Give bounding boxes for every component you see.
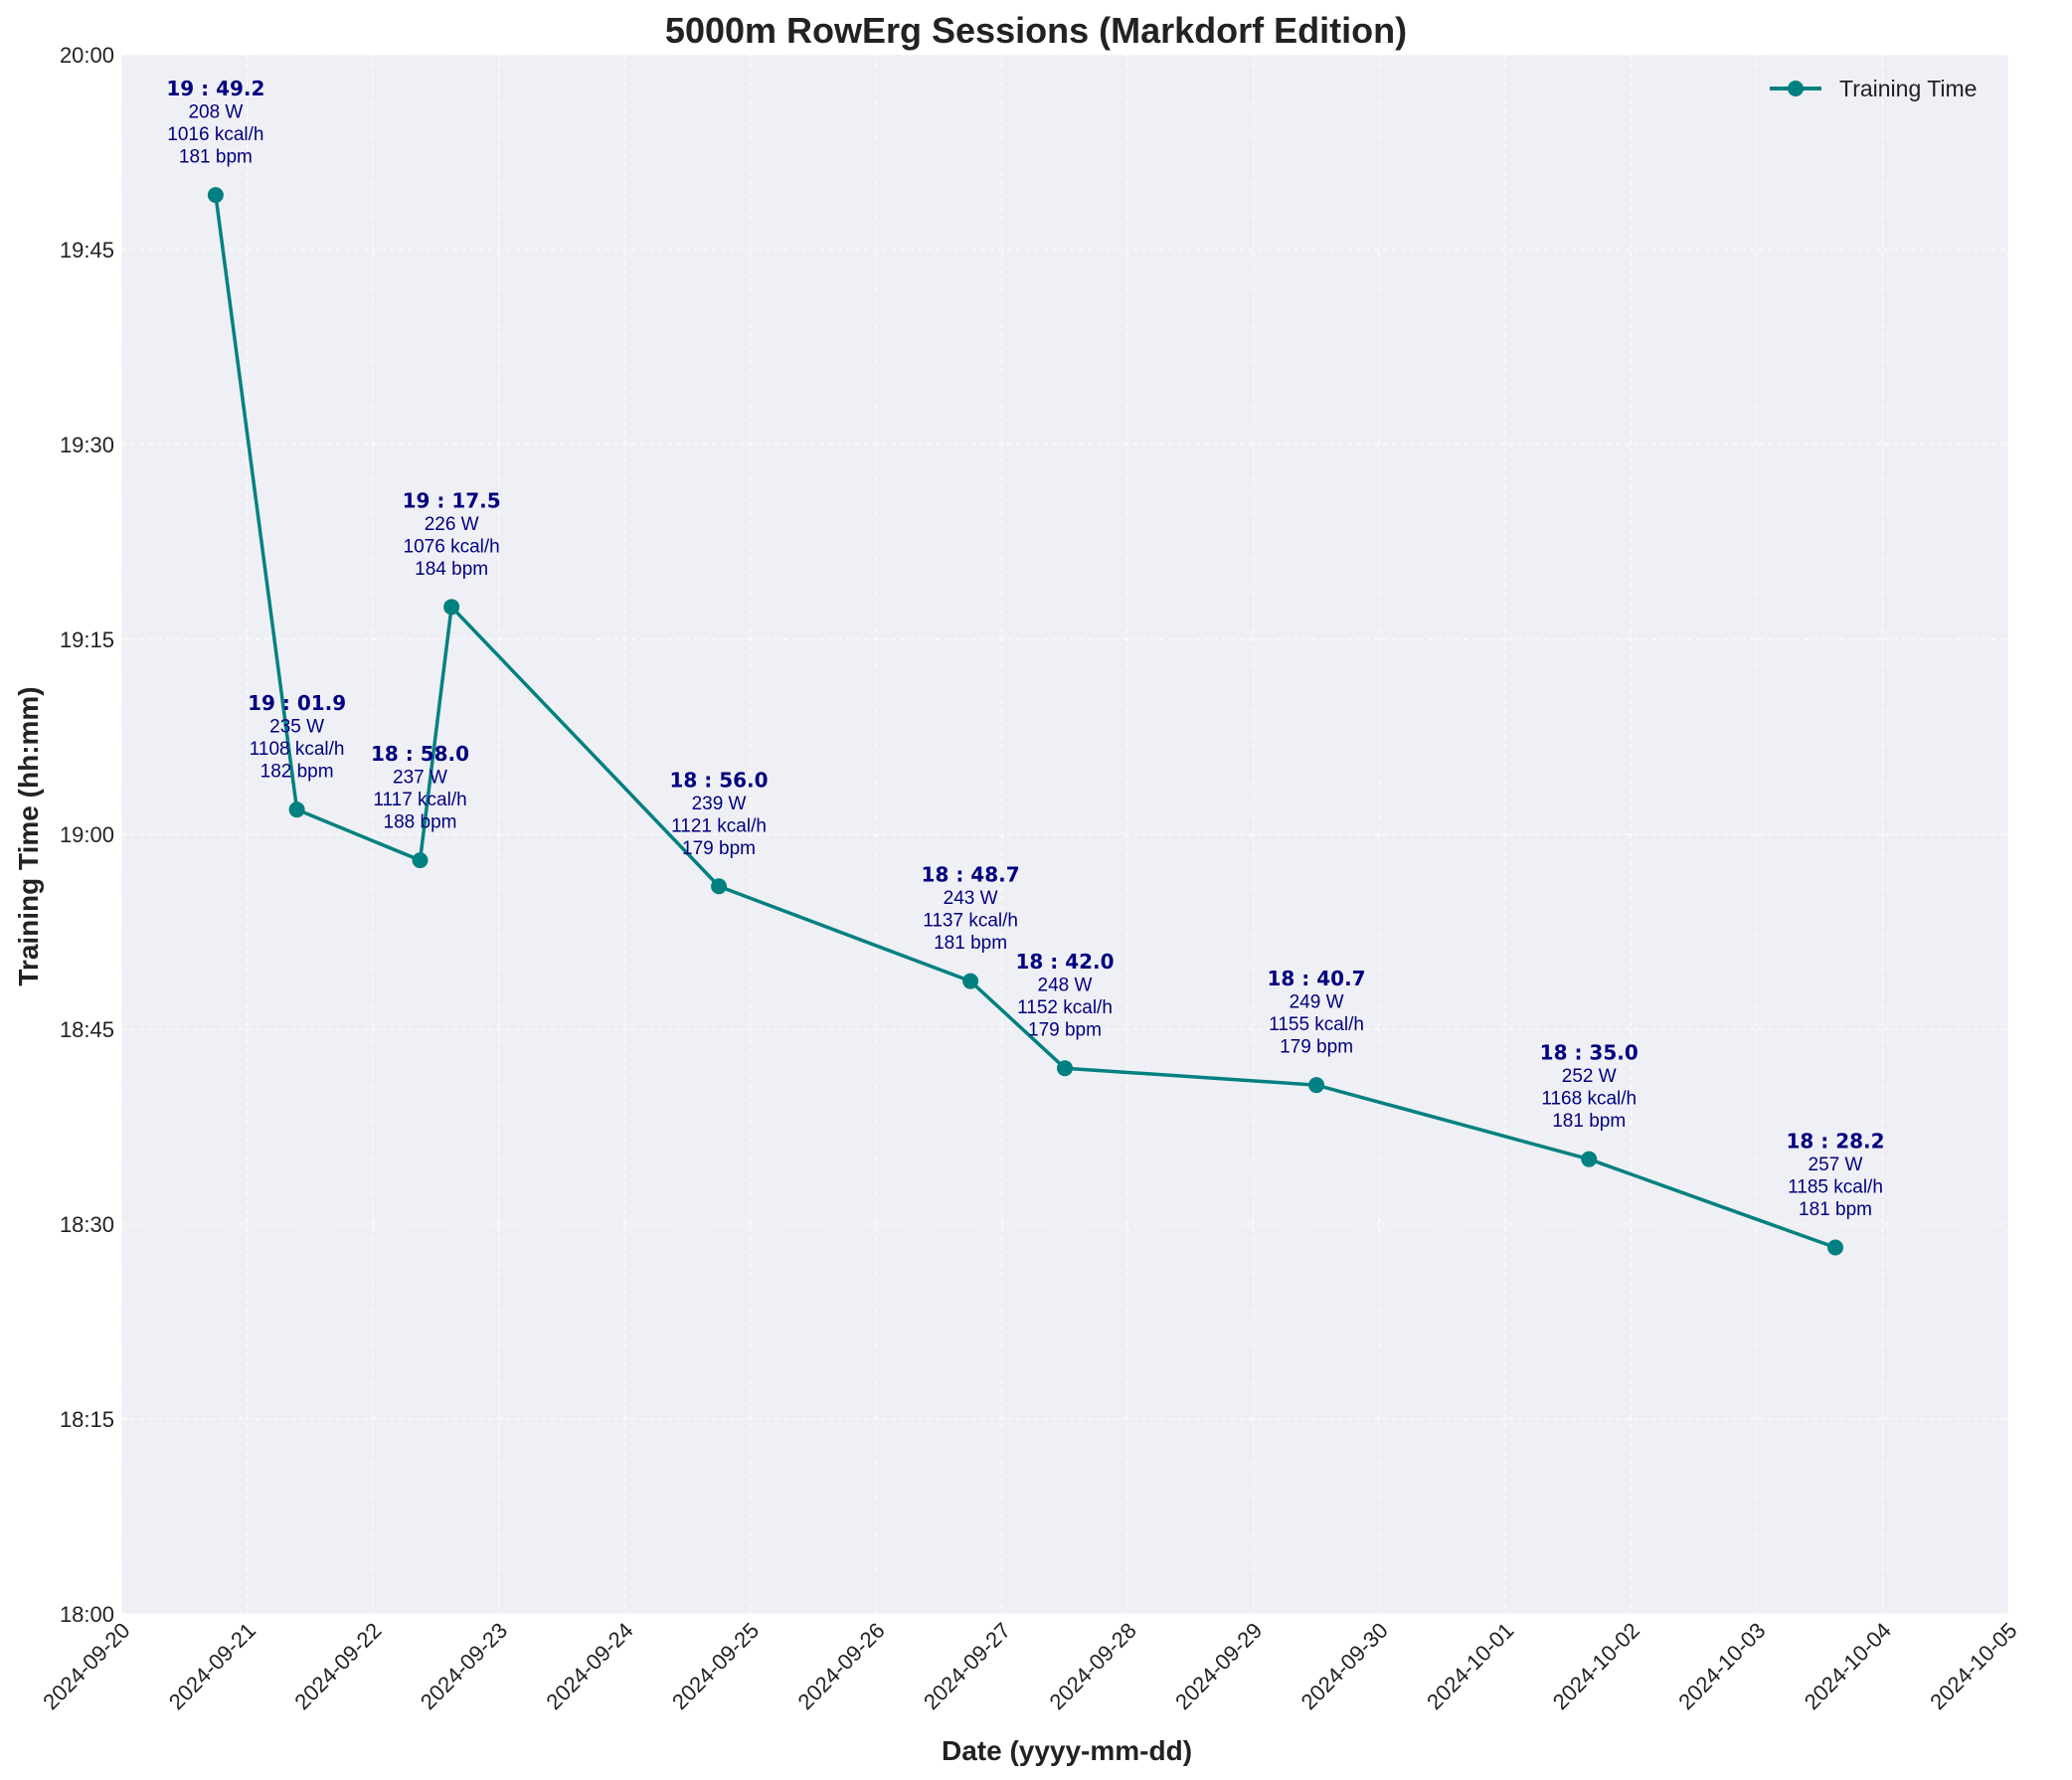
data-label-time: 18 : 58.0 bbox=[371, 742, 469, 766]
data-point bbox=[962, 973, 979, 989]
data-point bbox=[1308, 1077, 1325, 1094]
x-tick-label: 2024-09-24 bbox=[541, 1618, 637, 1714]
x-tick-label: 2024-09-27 bbox=[919, 1618, 1015, 1714]
x-axis-ticks: 2024-09-20 2024-09-21 2024-09-22 2024-09-23… bbox=[38, 1618, 2021, 1714]
x-tick-label: 2024-09-26 bbox=[792, 1618, 889, 1714]
y-tick-label: 19:15 bbox=[60, 627, 114, 652]
y-tick-label: 19:30 bbox=[60, 433, 114, 457]
y-tick-label: 18:15 bbox=[60, 1407, 114, 1432]
data-label-power: 226 W bbox=[425, 514, 479, 535]
data-label-energy: 1155 kcal/h bbox=[1269, 1014, 1364, 1035]
data-label-time: 18 : 42.0 bbox=[1015, 950, 1114, 974]
chart-title: 5000m RowErg Sessions (Markdorf Edition) bbox=[665, 10, 1407, 51]
x-tick-label: 2024-09-21 bbox=[164, 1618, 260, 1714]
x-tick-label: 2024-09-30 bbox=[1296, 1618, 1393, 1714]
data-point bbox=[443, 599, 460, 616]
data-label-heart-rate: 179 bpm bbox=[682, 838, 756, 859]
data-label-time: 19 : 01.9 bbox=[248, 691, 346, 715]
data-label-energy: 1108 kcal/h bbox=[250, 739, 345, 760]
x-tick-label: 2024-10-02 bbox=[1548, 1618, 1644, 1714]
x-tick-label: 2024-09-25 bbox=[667, 1618, 764, 1714]
x-tick-label: 2024-09-22 bbox=[289, 1618, 386, 1714]
data-label-heart-rate: 181 bpm bbox=[1799, 1199, 1872, 1220]
data-label-power: 249 W bbox=[1290, 992, 1344, 1013]
x-tick-label: 2024-10-04 bbox=[1800, 1618, 1896, 1714]
x-tick-label: 2024-10-03 bbox=[1673, 1618, 1770, 1714]
y-tick-label: 18:45 bbox=[60, 1017, 114, 1042]
y-tick-label: 18:30 bbox=[60, 1212, 114, 1237]
data-label-time: 18 : 48.7 bbox=[922, 863, 1020, 887]
data-label-heart-rate: 179 bpm bbox=[1028, 1020, 1102, 1041]
x-tick-label: 2024-09-28 bbox=[1045, 1618, 1141, 1714]
data-label-time: 18 : 56.0 bbox=[669, 768, 768, 792]
data-label-heart-rate: 179 bpm bbox=[1280, 1037, 1353, 1058]
data-label-heart-rate: 184 bpm bbox=[415, 559, 488, 580]
data-label-heart-rate: 182 bpm bbox=[260, 762, 334, 783]
data-label-heart-rate: 181 bpm bbox=[179, 147, 253, 168]
grid bbox=[120, 54, 2009, 1615]
y-axis-label: Training Time (hh:mm) bbox=[13, 686, 44, 985]
x-axis-label: Date (yyyy-mm-dd) bbox=[942, 1735, 1192, 1766]
x-tick-label: 2024-10-01 bbox=[1422, 1618, 1518, 1714]
data-point bbox=[207, 187, 224, 204]
data-point bbox=[711, 878, 728, 895]
y-axis-ticks: 18:00 18:15 18:30 18:45 19:00 19:15 19:30 19:45… bbox=[60, 43, 114, 1627]
y-tick-label: 18:00 bbox=[60, 1602, 114, 1627]
data-label-power: 257 W bbox=[1809, 1155, 1863, 1175]
data-label-energy: 1185 kcal/h bbox=[1788, 1177, 1883, 1198]
data-point bbox=[1057, 1060, 1073, 1077]
series-line bbox=[214, 194, 1836, 1250]
data-label-heart-rate: 188 bpm bbox=[384, 812, 457, 833]
legend-marker-swatch bbox=[1788, 81, 1804, 96]
data-label-time: 19 : 17.5 bbox=[403, 488, 501, 512]
data-label-power: 235 W bbox=[269, 717, 324, 738]
data-label-energy: 1121 kcal/h bbox=[671, 815, 767, 836]
data-label-power: 243 W bbox=[944, 888, 998, 909]
data-label-heart-rate: 181 bpm bbox=[934, 933, 1007, 954]
data-label-power: 252 W bbox=[1562, 1066, 1617, 1087]
data-label-power: 237 W bbox=[393, 768, 447, 789]
data-label-energy: 1152 kcal/h bbox=[1017, 997, 1113, 1018]
data-label-energy: 1137 kcal/h bbox=[923, 911, 1018, 932]
data-label-energy: 1117 kcal/h bbox=[373, 790, 466, 810]
data-label-power: 208 W bbox=[188, 102, 243, 123]
data-label-time: 19 : 49.2 bbox=[166, 77, 264, 100]
x-tick-label: 2024-09-20 bbox=[38, 1618, 134, 1714]
legend: Training Time bbox=[1770, 76, 1977, 101]
data-point bbox=[412, 852, 429, 869]
data-point bbox=[1581, 1151, 1598, 1167]
y-tick-label: 20:00 bbox=[60, 43, 114, 68]
data-label-heart-rate: 181 bpm bbox=[1552, 1111, 1626, 1132]
data-label-power: 248 W bbox=[1038, 976, 1093, 996]
legend-label: Training Time bbox=[1839, 76, 1977, 101]
data-point bbox=[288, 801, 305, 818]
data-label-time: 18 : 28.2 bbox=[1786, 1130, 1884, 1154]
data-label-power: 239 W bbox=[692, 794, 747, 814]
x-tick-label: 2024-09-23 bbox=[416, 1618, 512, 1714]
y-tick-label: 19:00 bbox=[60, 822, 114, 847]
series-training-time bbox=[207, 187, 1844, 1256]
data-label-energy: 1168 kcal/h bbox=[1541, 1089, 1637, 1110]
data-label-time: 18 : 35.0 bbox=[1540, 1041, 1639, 1065]
data-label-energy: 1016 kcal/h bbox=[167, 124, 263, 145]
x-tick-label: 2024-10-05 bbox=[1925, 1618, 2021, 1714]
data-point bbox=[1827, 1239, 1844, 1256]
y-tick-label: 19:45 bbox=[60, 238, 114, 263]
data-label-energy: 1076 kcal/h bbox=[404, 536, 500, 557]
x-tick-label: 2024-09-29 bbox=[1170, 1618, 1267, 1714]
data-label-time: 18 : 40.7 bbox=[1268, 967, 1366, 990]
